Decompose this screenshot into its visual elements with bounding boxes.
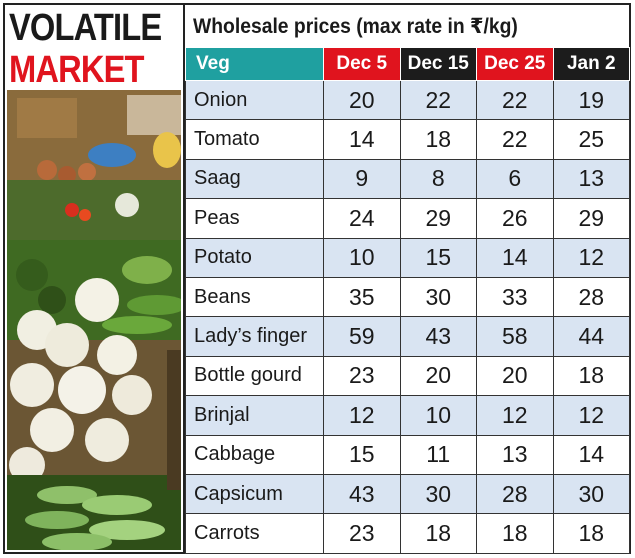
price-cell: 13 [552,158,630,200]
price-cell: 14 [552,434,630,475]
table-body: Onion 20 22 22 19 Tomato 14 18 22 25 Saag 9 8 6 13 Peas… [185,79,630,554]
price-cell: 33 [476,276,554,318]
price-cell: 30 [552,473,630,515]
price-cell: 11 [399,434,477,475]
price-cell: 20 [323,79,401,121]
headline: VOLATILE MARKET [9,7,162,91]
table-row: Capsicum 43 30 28 30 [185,473,630,515]
price-cell: 25 [552,119,630,160]
price-cell: 20 [476,355,554,397]
price-cell: 10 [323,237,401,278]
table-row: Saag 9 8 6 13 [185,158,630,200]
price-cell: 22 [476,79,554,121]
price-cell: 10 [399,395,477,436]
price-cell: 58 [476,316,554,357]
table-row: Peas 24 29 26 29 [185,198,630,239]
table-row: Potato 10 15 14 12 [185,237,630,278]
column-header: Dec 5 [323,47,401,81]
price-cell: 24 [323,198,401,239]
veg-name-cell: Saag [185,158,324,200]
table-title: Wholesale prices (max rate in ₹/kg) [193,15,518,38]
left-panel: VOLATILE MARKET [5,5,183,552]
veg-name-cell: Lady’s finger [185,316,324,357]
veg-name-cell: Bottle gourd [185,355,324,397]
price-cell: 18 [552,355,630,397]
column-header: Dec 15 [399,47,477,81]
price-cell: 35 [323,276,401,318]
veg-name-cell: Carrots [185,513,324,554]
veg-name-cell: Brinjal [185,395,324,436]
veg-name-cell: Onion [185,79,324,121]
table-row: Bottle gourd 23 20 20 18 [185,355,630,397]
column-header: Jan 2 [552,47,630,81]
veg-name-cell: Capsicum [185,473,324,515]
veg-name-cell: Peas [185,198,324,239]
table-row: Brinjal 12 10 12 12 [185,395,630,436]
price-cell: 12 [552,237,630,278]
price-cell: 30 [399,473,477,515]
price-cell: 22 [399,79,477,121]
headline-line2: MARKET [9,49,144,91]
price-cell: 12 [476,395,554,436]
column-header: Veg [185,47,324,81]
price-cell: 26 [476,198,554,239]
price-cell: 14 [476,237,554,278]
veg-name-cell: Cabbage [185,434,324,475]
price-cell: 8 [399,158,477,200]
headline-line1: VOLATILE [9,7,162,49]
column-header: Dec 25 [476,47,554,81]
price-cell: 13 [476,434,554,475]
vegetable-market-photo [7,90,181,550]
right-panel: Wholesale prices (max rate in ₹/kg) Veg … [183,5,630,554]
table-row: Cabbage 15 11 13 14 [185,434,630,475]
price-cell: 12 [552,395,630,436]
price-cell: 6 [476,158,554,200]
price-cell: 18 [476,513,554,554]
price-cell: 23 [323,355,401,397]
veg-name-cell: Beans [185,276,324,318]
price-cell: 18 [552,513,630,554]
price-cell: 9 [323,158,401,200]
price-cell: 19 [552,79,630,121]
price-cell: 29 [399,198,477,239]
veg-name-cell: Potato [185,237,324,278]
price-cell: 18 [399,513,477,554]
table-row: Lady’s finger 59 43 58 44 [185,316,630,357]
veg-name-cell: Tomato [185,119,324,160]
table-row: Carrots 23 18 18 18 [185,513,630,554]
price-cell: 22 [476,119,554,160]
price-cell: 12 [323,395,401,436]
price-cell: 43 [399,316,477,357]
price-cell: 20 [399,355,477,397]
price-cell: 15 [399,237,477,278]
vegetable-photo-illustration [7,90,181,550]
price-cell: 18 [399,119,477,160]
price-cell: 59 [323,316,401,357]
price-cell: 43 [323,473,401,515]
price-cell: 29 [552,198,630,239]
table-row: Onion 20 22 22 19 [185,79,630,121]
price-table: Veg Dec 5 Dec 15 Dec 25 Jan 2 Onion 20 22 2… [185,47,630,554]
table-header-row: Veg Dec 5 Dec 15 Dec 25 Jan 2 [185,47,630,81]
price-cell: 30 [399,276,477,318]
table-row: Tomato 14 18 22 25 [185,119,630,160]
price-cell: 28 [552,276,630,318]
price-cell: 44 [552,316,630,357]
price-cell: 23 [323,513,401,554]
price-cell: 28 [476,473,554,515]
price-cell: 14 [323,119,401,160]
price-cell: 15 [323,434,401,475]
table-row: Beans 35 30 33 28 [185,276,630,318]
